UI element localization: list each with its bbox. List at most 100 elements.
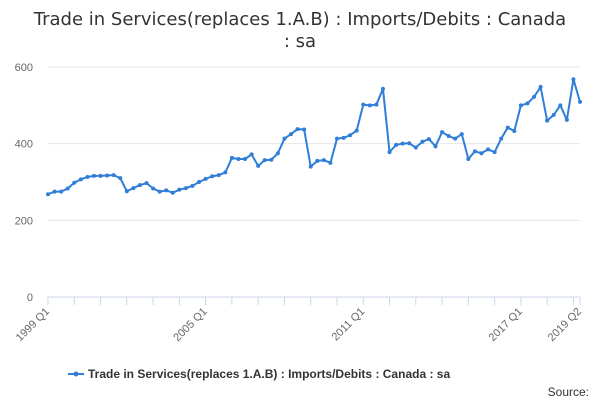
data-point[interactable] — [78, 177, 83, 182]
data-point[interactable] — [315, 158, 320, 163]
data-point[interactable] — [98, 173, 103, 178]
data-point[interactable] — [249, 152, 254, 157]
data-point[interactable] — [492, 150, 497, 155]
data-point[interactable] — [367, 103, 372, 108]
data-point[interactable] — [59, 189, 64, 194]
data-point[interactable] — [118, 176, 123, 181]
data-point[interactable] — [400, 141, 405, 146]
data-point[interactable] — [302, 127, 307, 132]
data-point[interactable] — [551, 112, 556, 117]
data-point[interactable] — [190, 183, 195, 188]
legend-item-label: Trade in Services(replaces 1.A.B) : Impo… — [88, 367, 450, 381]
data-point[interactable] — [137, 183, 142, 188]
y-tick-label: 400 — [15, 139, 33, 151]
chart-title: Trade in Services(replaces 1.A.B) : Impo… — [33, 9, 566, 52]
data-point[interactable] — [229, 155, 234, 160]
data-point[interactable] — [321, 158, 326, 163]
data-point[interactable] — [564, 117, 569, 122]
data-point[interactable] — [164, 188, 169, 193]
data-point[interactable] — [210, 174, 215, 179]
x-tick-label: 2019 Q2 — [546, 306, 584, 344]
data-point[interactable] — [472, 149, 477, 154]
data-point[interactable] — [341, 135, 346, 140]
y-tick-label: 200 — [15, 215, 33, 227]
data-point[interactable] — [289, 132, 294, 137]
data-point[interactable] — [295, 127, 300, 132]
data-point[interactable] — [512, 129, 517, 134]
data-point[interactable] — [308, 164, 313, 169]
data-point[interactable] — [111, 173, 116, 178]
data-point[interactable] — [269, 157, 274, 162]
data-point[interactable] — [420, 139, 425, 144]
data-point[interactable] — [223, 170, 228, 175]
data-point[interactable] — [525, 101, 530, 106]
data-point[interactable] — [348, 133, 353, 138]
data-point[interactable] — [105, 173, 110, 178]
source-label: Source: — [548, 385, 589, 399]
data-point[interactable] — [183, 186, 188, 191]
legend[interactable]: Trade in Services(replaces 1.A.B) : Impo… — [68, 367, 450, 381]
data-point[interactable] — [459, 132, 464, 137]
data-point[interactable] — [453, 136, 458, 141]
chart-title-line: : sa — [284, 31, 316, 52]
data-point[interactable] — [236, 157, 241, 161]
data-point[interactable] — [446, 134, 451, 138]
grid-lines — [48, 66, 580, 221]
data-point[interactable] — [197, 180, 202, 184]
data-point[interactable] — [387, 150, 392, 155]
data-point[interactable] — [91, 173, 96, 178]
data-point[interactable] — [545, 118, 550, 123]
data-point[interactable] — [275, 151, 280, 156]
x-tick-label: 2011 Q1 — [330, 306, 368, 344]
y-axis-ticks: 0 200 400 600 — [15, 62, 33, 304]
data-point[interactable] — [262, 158, 267, 163]
x-tick-label: 2017 Q1 — [487, 306, 525, 344]
data-point[interactable] — [499, 136, 504, 141]
data-point[interactable] — [440, 130, 445, 135]
data-point[interactable] — [131, 186, 136, 191]
data-point[interactable] — [52, 189, 57, 194]
series-path — [47, 78, 581, 196]
x-axis: 1999 Q1 2005 Q1 2011 Q1 2017 Q1 2019 Q2 — [14, 296, 584, 344]
data-point[interactable] — [46, 192, 50, 197]
data-point[interactable] — [256, 163, 261, 168]
data-point[interactable] — [334, 136, 339, 141]
data-point[interactable] — [157, 189, 162, 194]
data-point[interactable] — [170, 190, 175, 195]
data-point[interactable] — [124, 189, 129, 194]
data-point[interactable] — [571, 77, 576, 82]
data-point[interactable] — [216, 173, 221, 178]
data-point[interactable] — [144, 181, 149, 186]
data-point[interactable] — [380, 86, 385, 91]
data-point[interactable] — [243, 157, 248, 161]
data-point[interactable] — [177, 187, 182, 192]
data-point[interactable] — [282, 136, 287, 141]
data-point[interactable] — [532, 94, 537, 99]
data-point[interactable] — [479, 151, 484, 156]
series-line[interactable] — [46, 77, 582, 197]
data-point[interactable] — [407, 141, 412, 146]
data-point[interactable] — [486, 147, 491, 152]
data-point[interactable] — [354, 128, 359, 133]
data-point[interactable] — [426, 137, 431, 142]
data-point[interactable] — [328, 160, 333, 165]
data-point[interactable] — [518, 103, 523, 108]
y-tick-label: 600 — [15, 62, 33, 74]
data-point[interactable] — [413, 145, 418, 150]
data-point[interactable] — [466, 157, 471, 161]
data-point[interactable] — [558, 103, 563, 108]
data-point[interactable] — [72, 180, 77, 185]
data-point[interactable] — [203, 176, 208, 181]
data-point[interactable] — [361, 102, 366, 107]
data-point[interactable] — [505, 125, 510, 130]
data-point[interactable] — [151, 186, 156, 191]
data-point[interactable] — [374, 102, 379, 107]
data-point[interactable] — [85, 175, 90, 180]
data-point[interactable] — [394, 142, 399, 147]
data-point[interactable] — [433, 144, 438, 149]
data-point[interactable] — [538, 84, 543, 89]
data-point[interactable] — [578, 99, 582, 104]
data-point[interactable] — [65, 186, 70, 191]
